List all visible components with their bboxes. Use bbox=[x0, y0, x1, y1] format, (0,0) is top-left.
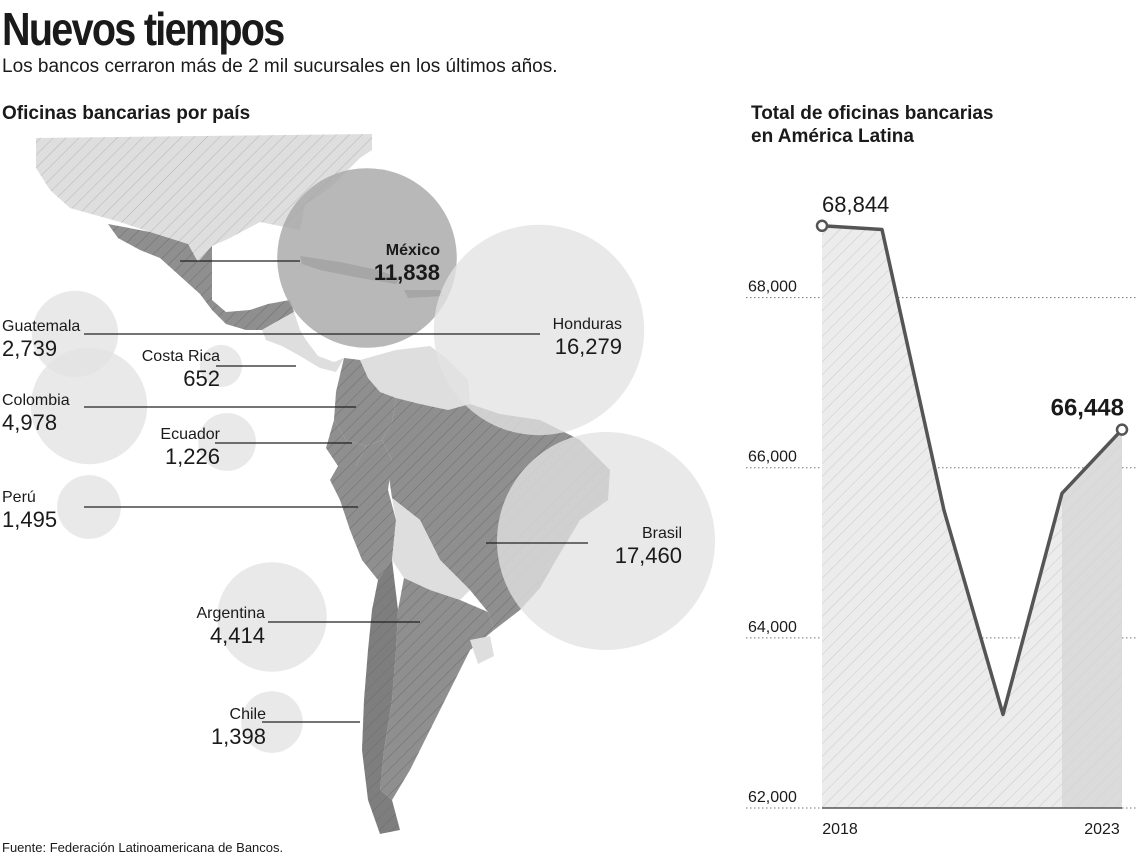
x-tick-label: 2023 bbox=[1084, 821, 1120, 838]
map-land bbox=[36, 134, 610, 834]
page-title: Nuevos tiempos bbox=[2, 3, 285, 55]
x-tick-label: 2018 bbox=[822, 821, 858, 838]
bubble-argentina bbox=[217, 562, 327, 672]
label-value-brasil: 17,460 bbox=[615, 543, 682, 568]
annotation-label: 68,844 bbox=[822, 192, 889, 217]
label-name-peru: Perú bbox=[2, 489, 36, 506]
label-name-brasil: Brasil bbox=[642, 525, 682, 542]
line-section-title: Total de oficinas bancarias en América L… bbox=[751, 102, 1131, 148]
area-hatch bbox=[822, 225, 1122, 809]
label-name-honduras: Honduras bbox=[553, 316, 622, 333]
y-tick-label: 68,000 bbox=[748, 279, 797, 296]
label-value-peru: 1,495 bbox=[2, 507, 57, 532]
bubble-ecuador bbox=[198, 413, 256, 471]
label-value-guatemala: 2,739 bbox=[2, 336, 57, 361]
line-section-title-line2: en América Latina bbox=[751, 126, 914, 147]
bubble-colombia bbox=[30, 347, 148, 465]
label-name-colombia: Colombia bbox=[2, 392, 70, 409]
map-section-title: Oficinas bancarias por país bbox=[2, 103, 251, 124]
endpoint-marker bbox=[1115, 423, 1129, 436]
bubble-honduras bbox=[433, 224, 645, 436]
label-name-mexico: México bbox=[386, 242, 440, 259]
label-value-costa-rica: 652 bbox=[183, 366, 220, 391]
annotation-label: 66,448 bbox=[1051, 395, 1124, 422]
y-tick-label: 62,000 bbox=[748, 789, 797, 806]
line-chart: 68,844 66,448 62,000 64,000 66,000 68,000 201… bbox=[746, 192, 1136, 838]
page-subtitle: Los bancos cerraron más de 2 mil sucursa… bbox=[2, 56, 558, 77]
label-name-argentina: Argentina bbox=[197, 605, 266, 622]
label-value-ecuador: 1,226 bbox=[165, 444, 220, 469]
label-value-colombia: 4,978 bbox=[2, 410, 57, 435]
area-highlight-band bbox=[1062, 429, 1122, 808]
source-note: Fuente: Federación Latinoamericana de Ba… bbox=[2, 840, 284, 855]
label-value-argentina: 4,414 bbox=[210, 623, 265, 648]
y-tick-label: 66,000 bbox=[748, 449, 797, 466]
endpoint-marker bbox=[815, 219, 829, 233]
line-section-title-line1: Total de oficinas bancarias bbox=[751, 103, 994, 124]
label-value-honduras: 16,279 bbox=[555, 334, 622, 359]
bubble-brasil bbox=[497, 432, 715, 650]
label-value-mexico: 11,838 bbox=[374, 260, 440, 285]
y-tick-label: 64,000 bbox=[748, 619, 797, 636]
label-name-ecuador: Ecuador bbox=[160, 426, 220, 443]
bubble-mexico bbox=[277, 168, 457, 348]
label-value-chile: 1,398 bbox=[211, 724, 266, 749]
land-bolivia bbox=[392, 498, 470, 600]
label-name-costa-rica: Costa Rica bbox=[142, 348, 220, 365]
land-central-america bbox=[262, 312, 344, 372]
land-uruguay bbox=[470, 636, 494, 664]
label-name-guatemala: Guatemala bbox=[2, 318, 80, 335]
series-line bbox=[821, 224, 1124, 717]
label-name-chile: Chile bbox=[230, 706, 267, 723]
